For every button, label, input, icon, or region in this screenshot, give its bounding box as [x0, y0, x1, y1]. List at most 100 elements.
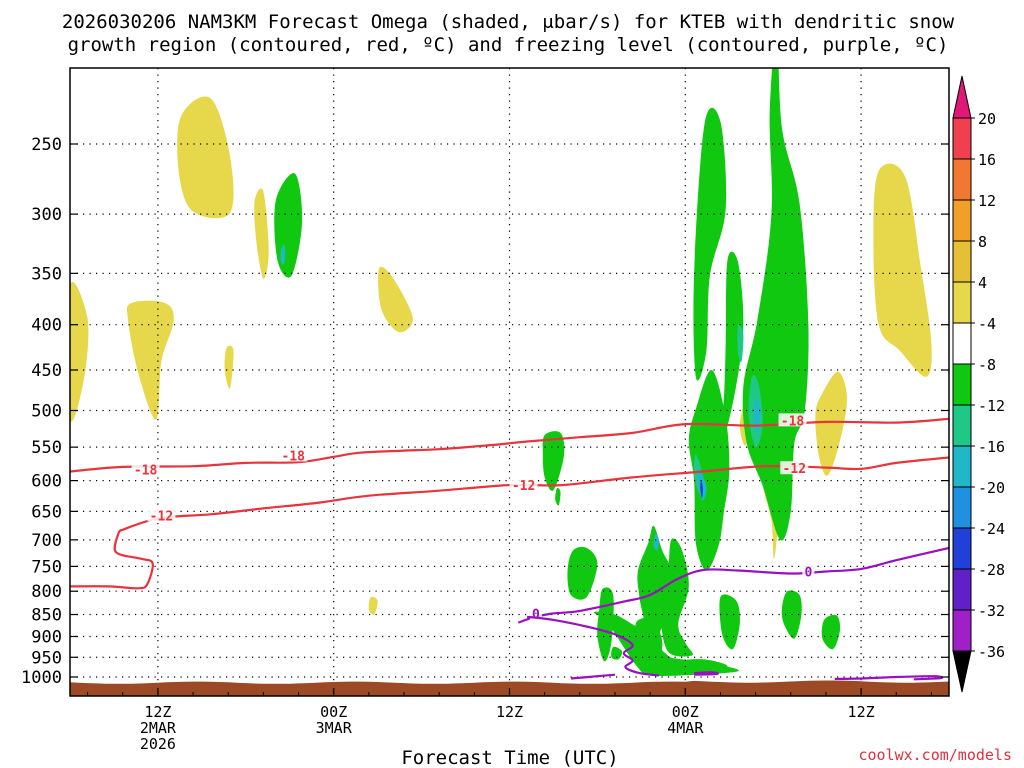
- y-tick-label: 750: [31, 557, 62, 577]
- omega-region-5: [378, 266, 413, 333]
- freezing-contour-line-5: [834, 675, 944, 681]
- colorbar-label: -36: [978, 643, 1005, 661]
- y-tick-label: 650: [31, 502, 62, 522]
- temperature-contour-label: -12: [150, 509, 173, 524]
- y-tick-label: 250: [31, 135, 62, 155]
- colorbar-label: -8: [978, 356, 996, 374]
- freezing-contour-line-3: [570, 673, 616, 680]
- temperature-contour-label: -12: [512, 479, 535, 494]
- chart-title: 2026030206 NAM3KM Forecast Omega (shaded…: [62, 11, 955, 56]
- omega-region-0: [177, 96, 234, 219]
- colorbar-segment: [952, 486, 972, 529]
- temperature-contour-label-bg: [509, 478, 538, 492]
- omega-region-16: [542, 431, 565, 491]
- temperature-contour-label-bg: [131, 462, 160, 476]
- x-tick-label: 00Z: [320, 703, 347, 721]
- chart-title-line-2: growth region (contoured, red, ºC) and f…: [68, 34, 949, 56]
- omega-region-12: [693, 107, 727, 381]
- y-tick-label: 900: [31, 627, 62, 647]
- freezing-contour-label: 0: [532, 608, 540, 623]
- colorbar-segment: [952, 158, 972, 201]
- temperature-contour-label: -18: [134, 464, 158, 479]
- plot-area: -18 -18 -18 -12 -12 -12 0 0: [70, 68, 949, 696]
- colorbar-segment: [952, 117, 972, 160]
- y-tick-label: 400: [31, 316, 62, 336]
- x-tick-label: 12Z: [144, 703, 171, 721]
- omega-region-27: [555, 487, 561, 506]
- omega-region-20: [597, 587, 614, 662]
- colorbar-segment: [952, 281, 972, 324]
- freezing-contour-line-2: [526, 615, 660, 677]
- freezing-contour-line-4: [694, 671, 719, 676]
- omega-region-14: [720, 251, 744, 449]
- omega-region-2: [126, 300, 174, 420]
- colorbar-label: 20: [978, 110, 996, 128]
- colorbar-label: -28: [978, 561, 1005, 579]
- colorbar-bottom-arrow: [952, 650, 972, 693]
- temperature-contour-label-bg: [279, 448, 308, 462]
- omega-region-6: [368, 596, 378, 615]
- omega-region-26: [611, 646, 623, 660]
- omega-region-17: [567, 546, 598, 600]
- freezing-contour-line-0: [517, 546, 949, 624]
- y-tick-label: 1000: [21, 668, 62, 688]
- credit-text: coolwx.com/models: [858, 746, 1012, 764]
- y-tick-label: 300: [31, 205, 62, 225]
- y-tick-label: 700: [31, 531, 62, 551]
- temperature-contour-label-bg: [778, 413, 807, 427]
- colorbar-label: 4: [978, 274, 987, 292]
- x-tick-label: 12Z: [496, 703, 523, 721]
- omega-region-35: [700, 480, 703, 499]
- axes: 2503003504004505005506006507007508008509…: [21, 67, 950, 753]
- colorbar: 20 16 12 8 4 -4 -8 -12 -16 -20 -24 -28 -32 -36: [952, 75, 1005, 693]
- omega-region-23: [821, 614, 841, 650]
- omega-region-33: [280, 244, 285, 265]
- x-tick-label: 00Z: [672, 703, 699, 721]
- temperature-contour-label-bg: [780, 461, 809, 475]
- x-tick-label: 2MAR: [140, 719, 177, 737]
- temperature-contour-line-3: [118, 456, 949, 533]
- omega-region-22: [719, 594, 740, 650]
- omega-region-19: [660, 538, 693, 657]
- x-tick-label: 12Z: [848, 703, 875, 721]
- omega-region-34: [653, 534, 659, 551]
- y-tick-label: 850: [31, 606, 62, 626]
- colorbar-label: -20: [978, 479, 1005, 497]
- colorbar-segment: [952, 445, 972, 488]
- y-tick-label: 800: [31, 582, 62, 602]
- colorbar-segment: [952, 568, 972, 611]
- x-tick-label: 2026: [140, 735, 176, 753]
- omega-region-25: [672, 659, 728, 674]
- chart-title-line-1: 2026030206 NAM3KM Forecast Omega (shaded…: [62, 11, 955, 33]
- colorbar-segment: [952, 404, 972, 447]
- colorbar-segment: [952, 199, 972, 242]
- temperature-contour-label: -18: [781, 414, 805, 429]
- colorbar-segment: [952, 322, 972, 365]
- temperature-contour-label: -12: [783, 462, 806, 477]
- omega-region-11: [274, 173, 303, 278]
- omega-region-1: [70, 281, 89, 422]
- colorbar-segment: [952, 609, 972, 652]
- y-tick-label: 600: [31, 472, 62, 492]
- colorbar-label: -12: [978, 397, 1005, 415]
- x-tick-label: 3MAR: [316, 719, 353, 737]
- y-tick-label: 950: [31, 648, 62, 668]
- colorbar-segment: [952, 363, 972, 406]
- omega-region-24: [635, 617, 663, 664]
- omega-region-3: [224, 345, 234, 389]
- temperature-contour-line-0: [70, 417, 949, 473]
- colorbar-label: 16: [978, 151, 996, 169]
- y-tick-label: 350: [31, 264, 62, 284]
- y-tick-label: 500: [31, 402, 62, 422]
- colorbar-label: -24: [978, 520, 1005, 538]
- omega-region-4: [254, 188, 269, 279]
- y-tick-label: 550: [31, 438, 62, 458]
- y-tick-label: 450: [31, 361, 62, 381]
- freezing-contour-label-bg: [802, 564, 815, 578]
- colorbar-segment: [952, 240, 972, 283]
- temperature-contour-line-6: [70, 530, 154, 590]
- colorbar-top-arrow: [952, 75, 972, 119]
- omega-region-8: [815, 371, 848, 476]
- colorbar-label: -16: [978, 438, 1005, 456]
